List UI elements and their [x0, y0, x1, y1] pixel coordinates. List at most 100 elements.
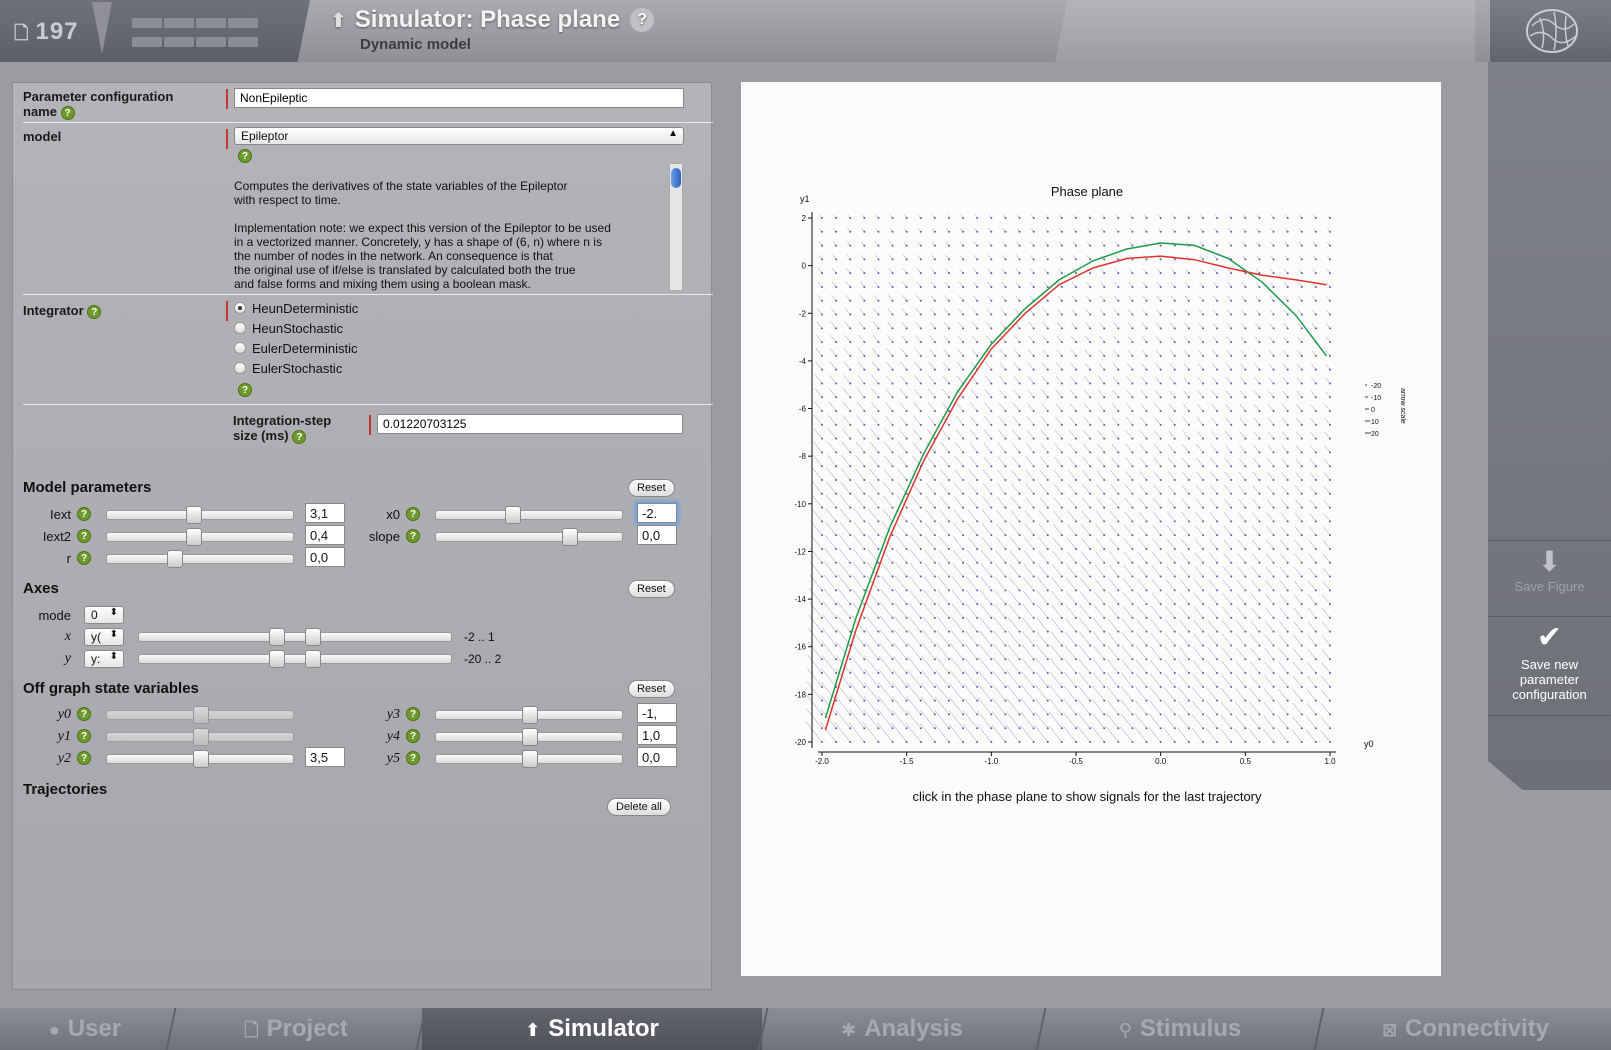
- slider-slope[interactable]: [435, 528, 623, 546]
- axes-mode-select[interactable]: 0 ⬍: [84, 606, 124, 624]
- slider-handle[interactable]: [522, 728, 538, 746]
- nav-tab-stimulus[interactable]: ⚲ Stimulus: [1118, 1015, 1242, 1042]
- value-input-x0[interactable]: -2.: [637, 503, 677, 523]
- help-icon[interactable]: ?: [87, 305, 102, 319]
- help-icon[interactable]: ?: [406, 507, 420, 521]
- help-icon[interactable]: ?: [292, 430, 307, 444]
- vector-head: [1046, 285, 1049, 288]
- nav-tab-analysis[interactable]: ✱ Analysis: [841, 1015, 963, 1042]
- vector-head: [905, 396, 908, 399]
- radio-euler-deterministic[interactable]: EulerDeterministic: [234, 341, 357, 356]
- vector-head: [835, 230, 838, 233]
- slider-handle[interactable]: [522, 750, 538, 768]
- nav-tab-user[interactable]: ● User: [48, 1015, 122, 1042]
- axes-y-max-handle[interactable]: [305, 650, 321, 668]
- vector-head: [821, 285, 823, 288]
- value-input-iext[interactable]: 3,1: [305, 503, 345, 523]
- axes-y-range-slider[interactable]: [138, 650, 452, 668]
- trajectory-red[interactable]: [824, 255, 1327, 731]
- vector-arrow: [1000, 335, 1006, 343]
- slider-handle[interactable]: [167, 550, 183, 568]
- slider-y4[interactable]: [435, 728, 623, 746]
- value-input-r[interactable]: 0,0: [305, 547, 345, 567]
- slider-handle[interactable]: [186, 528, 202, 546]
- help-icon[interactable]: ?: [77, 729, 91, 743]
- vector-head: [1173, 672, 1176, 675]
- project-indicator[interactable]: 🗋 197: [0, 0, 310, 62]
- off-graph-reset-button[interactable]: Reset: [628, 680, 675, 698]
- axes-y-min-handle[interactable]: [269, 650, 285, 668]
- help-icon[interactable]: ?: [406, 729, 420, 743]
- value-input-y2[interactable]: 3,5: [305, 747, 345, 767]
- axes-y-select[interactable]: y: ⬍: [84, 650, 124, 668]
- slider-y3[interactable]: [435, 706, 623, 724]
- vector-arrow: [1168, 417, 1175, 425]
- value-input-y3[interactable]: -1,: [637, 703, 677, 723]
- vector-arrow: [1138, 497, 1147, 508]
- trajectory-green[interactable]: [824, 242, 1328, 719]
- vector-head: [849, 534, 852, 537]
- model-parameters-reset-button[interactable]: Reset: [628, 479, 675, 497]
- help-icon[interactable]: ?: [406, 751, 420, 765]
- value-input-iext2[interactable]: 0,4: [305, 525, 345, 545]
- vector-head: [919, 230, 922, 233]
- help-icon[interactable]: ?: [77, 551, 91, 565]
- radio-heun-stochastic[interactable]: HeunStochastic: [234, 321, 343, 336]
- axes-x-range-slider[interactable]: [138, 628, 452, 646]
- delete-all-button[interactable]: Delete all: [607, 798, 671, 816]
- vector-arrow: [1009, 550, 1020, 563]
- vector-arrow: [1040, 416, 1048, 425]
- slider-handle[interactable]: [193, 750, 209, 768]
- axes-x-max-handle[interactable]: [305, 628, 321, 646]
- vector-arrow: [1225, 404, 1232, 412]
- help-icon[interactable]: ?: [238, 149, 252, 163]
- vector-head: [1145, 272, 1148, 275]
- help-icon[interactable]: ?: [238, 383, 252, 397]
- vector-head: [1314, 230, 1317, 233]
- nav-tab-connectivity[interactable]: ⊠ Connectivity: [1381, 1015, 1550, 1042]
- slider-handle[interactable]: [522, 706, 538, 724]
- operations-indicator[interactable]: [132, 18, 260, 56]
- slider-iext2[interactable]: [106, 528, 294, 546]
- help-icon[interactable]: ?: [406, 529, 420, 543]
- slider-y5[interactable]: [435, 750, 623, 768]
- help-icon[interactable]: ?: [406, 707, 420, 721]
- slider-handle[interactable]: [186, 506, 202, 524]
- help-icon[interactable]: ?: [630, 8, 655, 32]
- value-input-y5[interactable]: 0,0: [637, 747, 677, 767]
- help-icon[interactable]: ?: [77, 529, 91, 543]
- axes-x-min-handle[interactable]: [269, 628, 285, 646]
- slider-x0[interactable]: [435, 506, 623, 524]
- param-config-name-input[interactable]: [234, 88, 684, 108]
- integration-step-input[interactable]: [377, 414, 683, 434]
- slider-handle[interactable]: [505, 506, 521, 524]
- value-input-y4[interactable]: 1,0: [637, 725, 677, 745]
- nav-tab-project[interactable]: 🗋 Project: [244, 1015, 348, 1042]
- axes-x-select[interactable]: y(⬍: [84, 628, 124, 646]
- description-scrollbar[interactable]: [669, 163, 683, 291]
- vector-head: [962, 713, 965, 716]
- nav-tab-simulator[interactable]: ⬆ Simulator: [422, 1008, 762, 1050]
- axes-reset-button[interactable]: Reset: [628, 580, 675, 598]
- phase-plane-plot[interactable]: 20-2-4-6-8-10-12-14-16-18-20-2.0 -1.5 -1.0…: [741, 82, 1441, 972]
- brain-logo[interactable]: [1490, 0, 1611, 62]
- help-icon[interactable]: ?: [77, 507, 91, 521]
- vector-head: [1159, 299, 1162, 302]
- radio-euler-stochastic[interactable]: EulerStochastic: [234, 361, 342, 376]
- slider-y2[interactable]: [106, 750, 294, 768]
- vector-head: [1230, 575, 1233, 578]
- save-config-button[interactable]: ✔ Save new parameter configuration: [1488, 616, 1611, 716]
- slider-iext[interactable]: [106, 506, 294, 524]
- save-figure-button[interactable]: ⬇ Save Figure: [1488, 540, 1611, 610]
- model-select[interactable]: Epileptor ▲: [234, 127, 684, 145]
- value-input-slope[interactable]: 0,0: [637, 525, 677, 545]
- connectivity-icon: ⊠: [1381, 1020, 1398, 1040]
- help-icon[interactable]: ?: [77, 751, 91, 765]
- help-icon[interactable]: ?: [77, 707, 91, 721]
- radio-heun-deterministic[interactable]: HeunDeterministic: [234, 301, 358, 316]
- vector-arrow: [906, 696, 921, 715]
- vector-arrow: [920, 723, 936, 743]
- slider-r[interactable]: [106, 550, 294, 568]
- slider-handle[interactable]: [562, 528, 578, 546]
- help-icon[interactable]: ?: [60, 106, 75, 120]
